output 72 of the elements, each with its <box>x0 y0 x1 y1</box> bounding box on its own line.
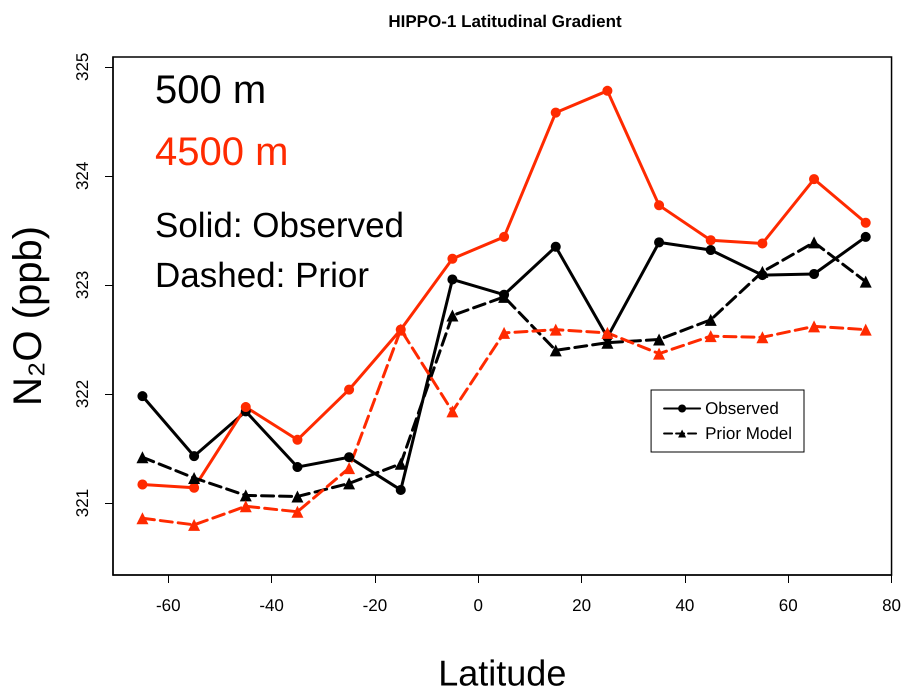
x-tick-label: 40 <box>675 596 694 615</box>
point <box>602 86 612 96</box>
point <box>704 314 717 326</box>
point <box>704 330 717 342</box>
point <box>498 326 510 339</box>
annotation: Dashed: Prior <box>155 256 370 295</box>
point <box>809 174 820 184</box>
point <box>292 434 302 445</box>
point <box>860 232 871 242</box>
annotation: Solid: Observed <box>155 206 404 245</box>
point <box>189 482 200 493</box>
y-tick-label: 322 <box>73 380 92 408</box>
point <box>137 479 148 490</box>
annotation: 500 m <box>155 68 266 112</box>
x-tick-label: 0 <box>474 596 483 615</box>
point <box>757 238 768 248</box>
x-tick-label: -40 <box>259 596 284 615</box>
point <box>240 500 252 512</box>
y-tick-label: 323 <box>73 270 92 300</box>
point <box>396 484 406 495</box>
point <box>188 518 200 531</box>
point <box>136 451 148 464</box>
x-tick-label: 60 <box>778 596 798 615</box>
point <box>136 512 148 524</box>
point <box>706 245 716 256</box>
y-tick-label: 325 <box>73 52 92 81</box>
point <box>344 452 354 462</box>
legend-label: Observed <box>705 399 779 418</box>
annotation: 4500 m <box>155 130 288 174</box>
point <box>447 274 458 284</box>
point <box>188 472 200 484</box>
y-tick-label: 324 <box>73 162 92 190</box>
point <box>137 391 148 402</box>
point <box>808 236 820 248</box>
point <box>756 331 768 344</box>
x-tick-label: -60 <box>156 596 181 615</box>
point <box>808 320 820 332</box>
point <box>550 344 562 356</box>
point <box>343 462 356 474</box>
point <box>240 489 252 502</box>
x-tick-label: 20 <box>572 596 592 615</box>
point <box>446 309 458 322</box>
point <box>446 405 458 418</box>
point <box>550 108 561 118</box>
point <box>653 348 666 360</box>
point <box>343 477 356 490</box>
x-tick-label: -20 <box>362 596 388 615</box>
point <box>240 402 251 412</box>
point <box>809 269 820 280</box>
legend-label: Prior Model <box>705 424 792 443</box>
point <box>189 451 200 462</box>
point <box>291 506 304 518</box>
point <box>550 324 562 336</box>
chart-title: HIPPO-1 Latitudinal Gradient <box>388 12 622 31</box>
point <box>291 490 304 502</box>
point <box>654 200 664 210</box>
point <box>654 237 664 248</box>
point <box>447 254 458 264</box>
point <box>499 232 510 242</box>
point <box>601 326 614 339</box>
point <box>860 218 871 228</box>
point <box>860 276 872 288</box>
x-tick-label: 80 <box>882 596 902 615</box>
x-axis-title: Latitude <box>438 652 566 694</box>
point <box>860 324 872 336</box>
point <box>344 384 354 395</box>
y-tick-label: 321 <box>73 488 92 518</box>
point <box>550 242 561 252</box>
y-axis-title: N₂O (ppb) <box>6 226 50 406</box>
point <box>706 235 716 246</box>
point <box>653 333 666 346</box>
point <box>292 462 302 472</box>
